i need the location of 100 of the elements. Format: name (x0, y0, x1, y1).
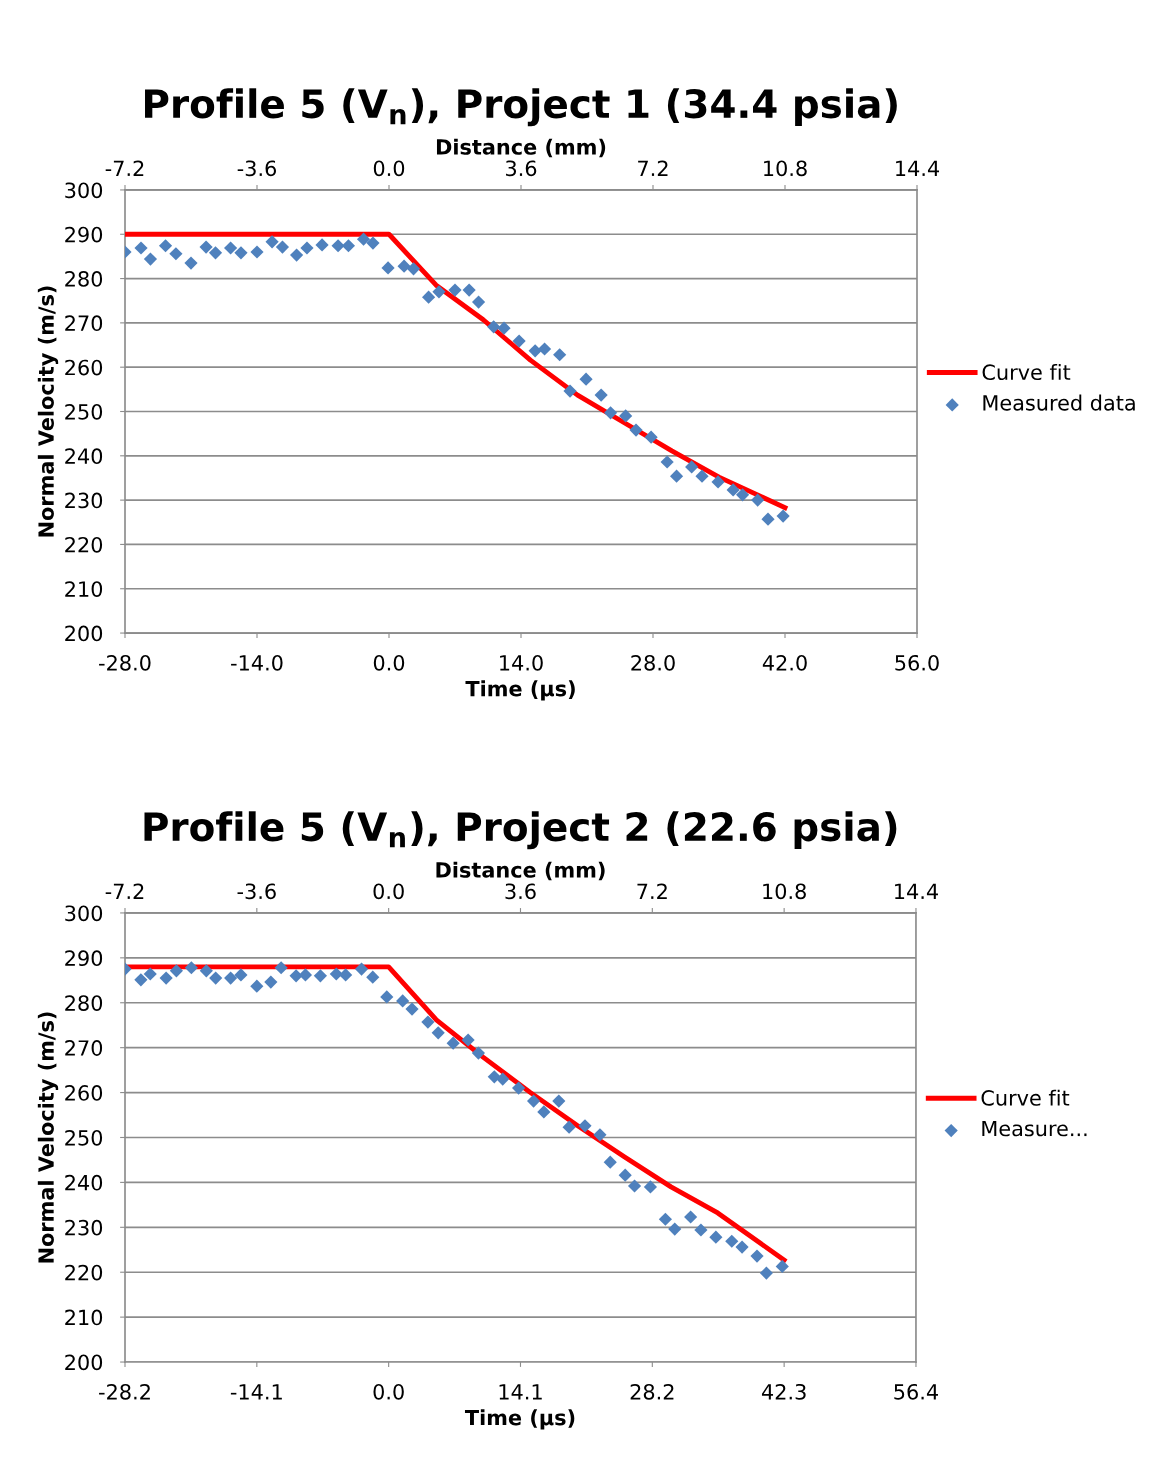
point (331, 239, 345, 253)
point (234, 246, 248, 260)
point (627, 1179, 642, 1193)
x-tick-label: -14.0 (231, 654, 283, 671)
point (143, 252, 158, 266)
y-tick-label: 250 (65, 1129, 103, 1146)
point (356, 232, 371, 246)
chart-title: Profile 5 (V$_{n}$), Project 2 (22.6 psia) (144, 811, 897, 850)
x-axis-title: Time (µs) (465, 680, 575, 701)
point (563, 384, 577, 398)
point (496, 1072, 510, 1086)
x2-tick-label: 0.0 (373, 160, 405, 177)
point (593, 1128, 607, 1142)
x-axis-title: Time (µs) (464, 1409, 575, 1430)
point (143, 967, 157, 981)
x2-tick-label: -3.6 (237, 160, 277, 177)
point (528, 344, 542, 358)
point (694, 1223, 708, 1237)
point (380, 990, 394, 1004)
point (776, 509, 790, 523)
x2-tick-label: -3.6 (237, 883, 276, 900)
x2-axis-title: Distance (mm) (436, 861, 605, 881)
point (669, 469, 684, 483)
x2-tick-label: 14.4 (895, 883, 938, 899)
x-tick-label: 56.4 (894, 1383, 938, 1400)
x-tick-label: 42.3 (761, 1383, 806, 1400)
point (300, 241, 314, 255)
x-tick-label: 28.2 (630, 1383, 674, 1400)
y-tick-label: 280 (65, 995, 103, 1011)
point (537, 342, 552, 356)
point (537, 1105, 551, 1119)
point (711, 475, 725, 489)
point (594, 388, 608, 402)
x2-tick-label: 3.6 (505, 883, 536, 900)
point (406, 262, 421, 276)
point (709, 1230, 723, 1244)
point (421, 1015, 435, 1029)
x2-tick-label: 14.4 (896, 160, 940, 176)
point (603, 406, 618, 420)
x2-tick-label: 7.2 (637, 883, 667, 899)
point (735, 1240, 749, 1254)
point (487, 320, 501, 334)
y-tick-label: 220 (65, 1264, 103, 1281)
point (725, 1234, 739, 1248)
point (169, 247, 183, 261)
point (158, 239, 173, 253)
point (644, 430, 658, 444)
point (431, 1026, 445, 1040)
x-tick-label: -28.0 (99, 654, 151, 671)
y-tick-label: 300 (65, 905, 103, 922)
point (199, 240, 213, 254)
x2-tick-label: -7.2 (105, 160, 144, 176)
point (512, 334, 526, 348)
legend-label: Curve fit (982, 363, 1071, 381)
point (487, 1070, 501, 1084)
y-tick-label: 200 (65, 625, 103, 642)
point (159, 971, 173, 985)
point (250, 245, 264, 259)
y-tick-label: 220 (65, 536, 103, 553)
point (579, 372, 593, 386)
point (264, 975, 278, 989)
legend-label: Curve fit (981, 1089, 1070, 1106)
point (629, 423, 643, 437)
legend-label: Measure... (982, 1120, 1087, 1137)
x-tick-label: -28.2 (99, 1383, 150, 1400)
point (209, 971, 223, 985)
y-axis-title: Normal Velocity (m/s) (37, 1012, 59, 1263)
point (184, 256, 198, 270)
x2-tick-label: 3.6 (506, 160, 537, 177)
y-tick-label: 280 (65, 271, 103, 287)
point (471, 1046, 485, 1060)
point (169, 964, 184, 978)
point (315, 238, 329, 252)
y-tick-label: 290 (65, 950, 103, 967)
y-tick-label: 240 (65, 448, 103, 465)
point (134, 241, 148, 255)
point (751, 493, 765, 507)
y-axis-title: Normal Velocity (m/s) (37, 286, 59, 537)
point (660, 455, 674, 469)
point (668, 1222, 682, 1236)
point (339, 968, 353, 982)
point (553, 348, 567, 362)
point (684, 1210, 698, 1224)
point (775, 1259, 789, 1273)
x2-tick-label: -7.2 (105, 883, 144, 899)
point (526, 1094, 541, 1108)
x2-axis-title: Distance (mm) (436, 138, 606, 158)
x2-tick-label: 10.8 (763, 883, 806, 900)
y-tick-label: 240 (65, 1174, 103, 1191)
point (552, 1094, 566, 1108)
chart-title: Profile 5 (V$_{n}$), Project 1 (34.4 psia) (145, 88, 897, 127)
point (405, 1002, 419, 1016)
point (265, 235, 279, 249)
point (618, 1168, 632, 1182)
x-tick-label: 42.0 (762, 654, 807, 671)
point (735, 488, 750, 502)
y-tick-label: 300 (65, 182, 103, 199)
point (366, 970, 380, 984)
y-tick-label: 210 (65, 581, 103, 597)
point (290, 248, 304, 262)
